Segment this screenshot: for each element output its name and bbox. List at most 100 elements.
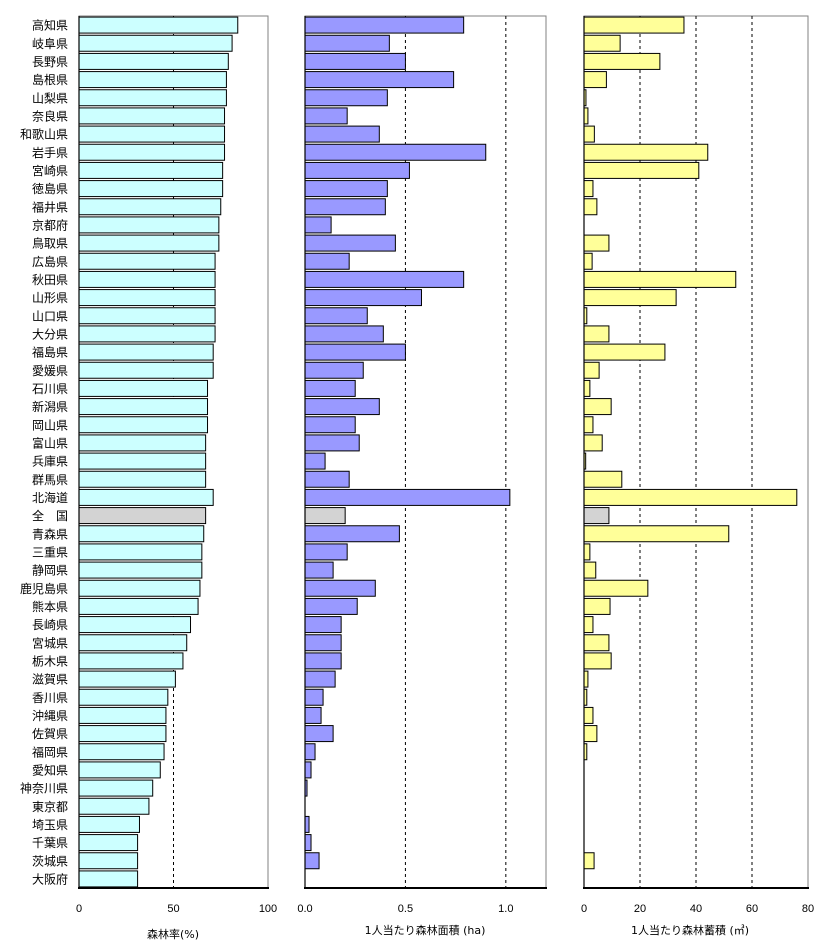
x-tick-label: 0.0 bbox=[297, 903, 312, 915]
bar bbox=[583, 525, 730, 543]
bar bbox=[78, 307, 216, 325]
bar bbox=[304, 34, 390, 52]
bar bbox=[304, 525, 400, 543]
category-label: 神奈川県 bbox=[20, 782, 68, 796]
bar bbox=[583, 579, 649, 597]
category-label: 全 国 bbox=[32, 508, 68, 523]
bar bbox=[78, 870, 139, 888]
bar bbox=[583, 71, 607, 89]
bar bbox=[78, 652, 184, 670]
bar bbox=[78, 198, 222, 216]
bar bbox=[78, 725, 167, 743]
bar bbox=[583, 34, 621, 52]
x-tick-label: 20 bbox=[634, 903, 646, 915]
bar bbox=[583, 597, 611, 615]
bar bbox=[78, 361, 214, 379]
category-label: 新潟県 bbox=[32, 399, 68, 414]
x-axis-title-forest-stock: 1人当たり森林蓄積 (㎥) bbox=[631, 923, 749, 937]
bar bbox=[583, 543, 591, 561]
bar bbox=[304, 289, 422, 307]
bar bbox=[304, 725, 334, 743]
bar bbox=[304, 706, 322, 724]
bar bbox=[304, 670, 336, 688]
bar bbox=[304, 325, 384, 343]
category-label: 富山県 bbox=[32, 435, 68, 450]
x-tick-label: 100 bbox=[259, 903, 277, 915]
bar bbox=[78, 761, 161, 779]
bar bbox=[304, 270, 465, 288]
category-label: 徳島県 bbox=[32, 181, 68, 196]
x-tick-label: 40 bbox=[690, 903, 702, 915]
bar bbox=[304, 398, 380, 416]
bar bbox=[78, 234, 220, 252]
category-label: 愛媛県 bbox=[32, 364, 68, 378]
bar bbox=[583, 125, 595, 143]
category-label: 鹿児島県 bbox=[20, 581, 68, 596]
category-label: 宮崎県 bbox=[32, 163, 68, 178]
category-label: 兵庫県 bbox=[32, 455, 68, 469]
bar bbox=[583, 16, 685, 34]
bar bbox=[78, 452, 207, 470]
bar bbox=[583, 561, 597, 579]
bar bbox=[78, 561, 203, 579]
bar bbox=[583, 416, 594, 434]
bar bbox=[78, 325, 216, 343]
category-label: 広島県 bbox=[32, 254, 68, 269]
bar bbox=[78, 670, 176, 688]
bar bbox=[583, 234, 610, 252]
bar bbox=[304, 234, 396, 252]
bar bbox=[304, 852, 320, 870]
bar bbox=[304, 761, 312, 779]
bar bbox=[304, 634, 342, 652]
bar bbox=[78, 143, 226, 161]
bar bbox=[304, 470, 350, 488]
bar bbox=[78, 543, 203, 561]
category-label: 福島県 bbox=[32, 345, 68, 360]
bar bbox=[304, 180, 388, 198]
category-label: 佐賀県 bbox=[32, 727, 68, 741]
bar bbox=[583, 161, 700, 179]
bar bbox=[78, 488, 214, 506]
bar bbox=[583, 52, 661, 70]
category-labels: 高知県岐阜県長野県島根県山梨県奈良県和歌山県岩手県宮崎県徳島県福井県京都府鳥取県… bbox=[20, 18, 68, 887]
bar bbox=[304, 107, 348, 125]
bar bbox=[78, 815, 140, 833]
bar bbox=[304, 507, 346, 525]
x-tick-label: 60 bbox=[746, 903, 758, 915]
bar bbox=[304, 561, 334, 579]
bar bbox=[583, 725, 598, 743]
bar bbox=[78, 634, 188, 652]
bar bbox=[78, 743, 165, 761]
category-label: 福岡県 bbox=[32, 744, 68, 759]
category-label: 青森県 bbox=[32, 526, 68, 541]
bar bbox=[78, 216, 220, 234]
bar bbox=[583, 398, 612, 416]
bar bbox=[304, 161, 410, 179]
x-axis-title-forest-area: 1人当たり森林面積 (ha) bbox=[365, 923, 486, 937]
category-label: 山梨県 bbox=[32, 91, 68, 105]
bar bbox=[304, 543, 348, 561]
bar bbox=[304, 434, 360, 452]
bar bbox=[78, 107, 226, 125]
x-tick-label: 0.5 bbox=[398, 903, 413, 915]
bar bbox=[78, 852, 139, 870]
bar bbox=[583, 706, 594, 724]
category-label: 石川県 bbox=[32, 382, 68, 396]
category-label: 秋田県 bbox=[32, 273, 68, 287]
x-tick-label: 80 bbox=[802, 903, 814, 915]
category-label: 沖縄県 bbox=[32, 708, 68, 723]
category-label: 山形県 bbox=[32, 291, 68, 305]
category-label: 静岡県 bbox=[32, 564, 68, 578]
bar bbox=[78, 180, 224, 198]
bar bbox=[304, 16, 465, 34]
category-label: 岩手県 bbox=[32, 145, 68, 160]
category-label: 愛知県 bbox=[32, 763, 68, 777]
bar bbox=[583, 634, 610, 652]
category-label: 岐阜県 bbox=[32, 37, 68, 51]
bar bbox=[78, 289, 216, 307]
bar bbox=[78, 525, 205, 543]
bar bbox=[583, 252, 593, 270]
bar bbox=[304, 143, 487, 161]
chart-forest-area-per-capita: 0.0 0.5 1.0 bbox=[297, 15, 547, 915]
bar bbox=[583, 488, 798, 506]
